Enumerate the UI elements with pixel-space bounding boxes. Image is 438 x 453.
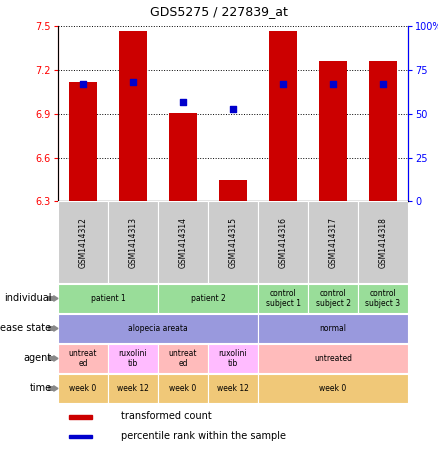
Bar — [258, 374, 408, 403]
Text: GSM1414317: GSM1414317 — [328, 217, 338, 268]
Text: GDS5275 / 227839_at: GDS5275 / 227839_at — [150, 5, 288, 18]
Bar — [319, 62, 347, 202]
Text: GSM1414313: GSM1414313 — [128, 217, 138, 268]
Bar — [108, 344, 158, 373]
Text: week 0: week 0 — [170, 384, 197, 393]
Bar — [369, 62, 397, 202]
Text: untreat
ed: untreat ed — [69, 349, 97, 368]
Bar — [119, 31, 147, 202]
Bar — [358, 284, 408, 313]
Point — [79, 81, 86, 88]
Text: ruxolini
tib: ruxolini tib — [219, 349, 247, 368]
Bar — [308, 284, 358, 313]
Text: week 12: week 12 — [217, 384, 249, 393]
Point — [329, 81, 336, 88]
Bar — [108, 202, 158, 284]
Bar — [208, 202, 258, 284]
Bar — [258, 344, 408, 373]
Text: ruxolini
tib: ruxolini tib — [119, 349, 147, 368]
Text: week 0: week 0 — [319, 384, 346, 393]
Bar — [69, 82, 97, 202]
Bar — [258, 314, 408, 343]
Bar — [68, 435, 92, 439]
Bar — [208, 344, 258, 373]
Point — [379, 81, 386, 88]
Bar — [158, 284, 258, 313]
Text: control
subject 1: control subject 1 — [265, 289, 300, 308]
Text: GSM1414315: GSM1414315 — [229, 217, 237, 268]
Bar — [269, 31, 297, 202]
Bar — [219, 179, 247, 202]
Bar — [258, 202, 308, 284]
Text: transformed count: transformed count — [121, 411, 212, 421]
Text: GSM1414318: GSM1414318 — [378, 217, 388, 268]
Text: alopecia areata: alopecia areata — [128, 324, 188, 333]
Text: patient 1: patient 1 — [91, 294, 125, 303]
Text: week 12: week 12 — [117, 384, 149, 393]
Text: disease state: disease state — [0, 323, 51, 333]
Text: control
subject 2: control subject 2 — [315, 289, 350, 308]
Bar — [169, 112, 197, 202]
Text: patient 2: patient 2 — [191, 294, 226, 303]
Text: agent: agent — [23, 353, 51, 363]
Point — [230, 105, 237, 112]
Text: normal: normal — [319, 324, 346, 333]
Text: individual: individual — [4, 294, 51, 304]
Point — [180, 98, 187, 106]
Bar — [308, 202, 358, 284]
Bar — [158, 344, 208, 373]
Bar — [358, 202, 408, 284]
Bar — [58, 314, 258, 343]
Text: time: time — [29, 384, 51, 394]
Bar — [68, 415, 92, 419]
Text: untreat
ed: untreat ed — [169, 349, 197, 368]
Bar — [58, 344, 108, 373]
Point — [130, 79, 137, 86]
Text: percentile rank within the sample: percentile rank within the sample — [121, 431, 286, 441]
Text: untreated: untreated — [314, 354, 352, 363]
Bar — [108, 374, 158, 403]
Text: GSM1414312: GSM1414312 — [78, 217, 88, 268]
Text: GSM1414316: GSM1414316 — [279, 217, 287, 268]
Bar — [58, 284, 158, 313]
Bar — [158, 374, 208, 403]
Bar — [208, 374, 258, 403]
Bar — [58, 202, 108, 284]
Text: GSM1414314: GSM1414314 — [179, 217, 187, 268]
Point — [279, 81, 286, 88]
Bar — [158, 202, 208, 284]
Bar — [58, 374, 108, 403]
Text: control
subject 3: control subject 3 — [365, 289, 401, 308]
Bar — [258, 284, 308, 313]
Text: week 0: week 0 — [69, 384, 97, 393]
